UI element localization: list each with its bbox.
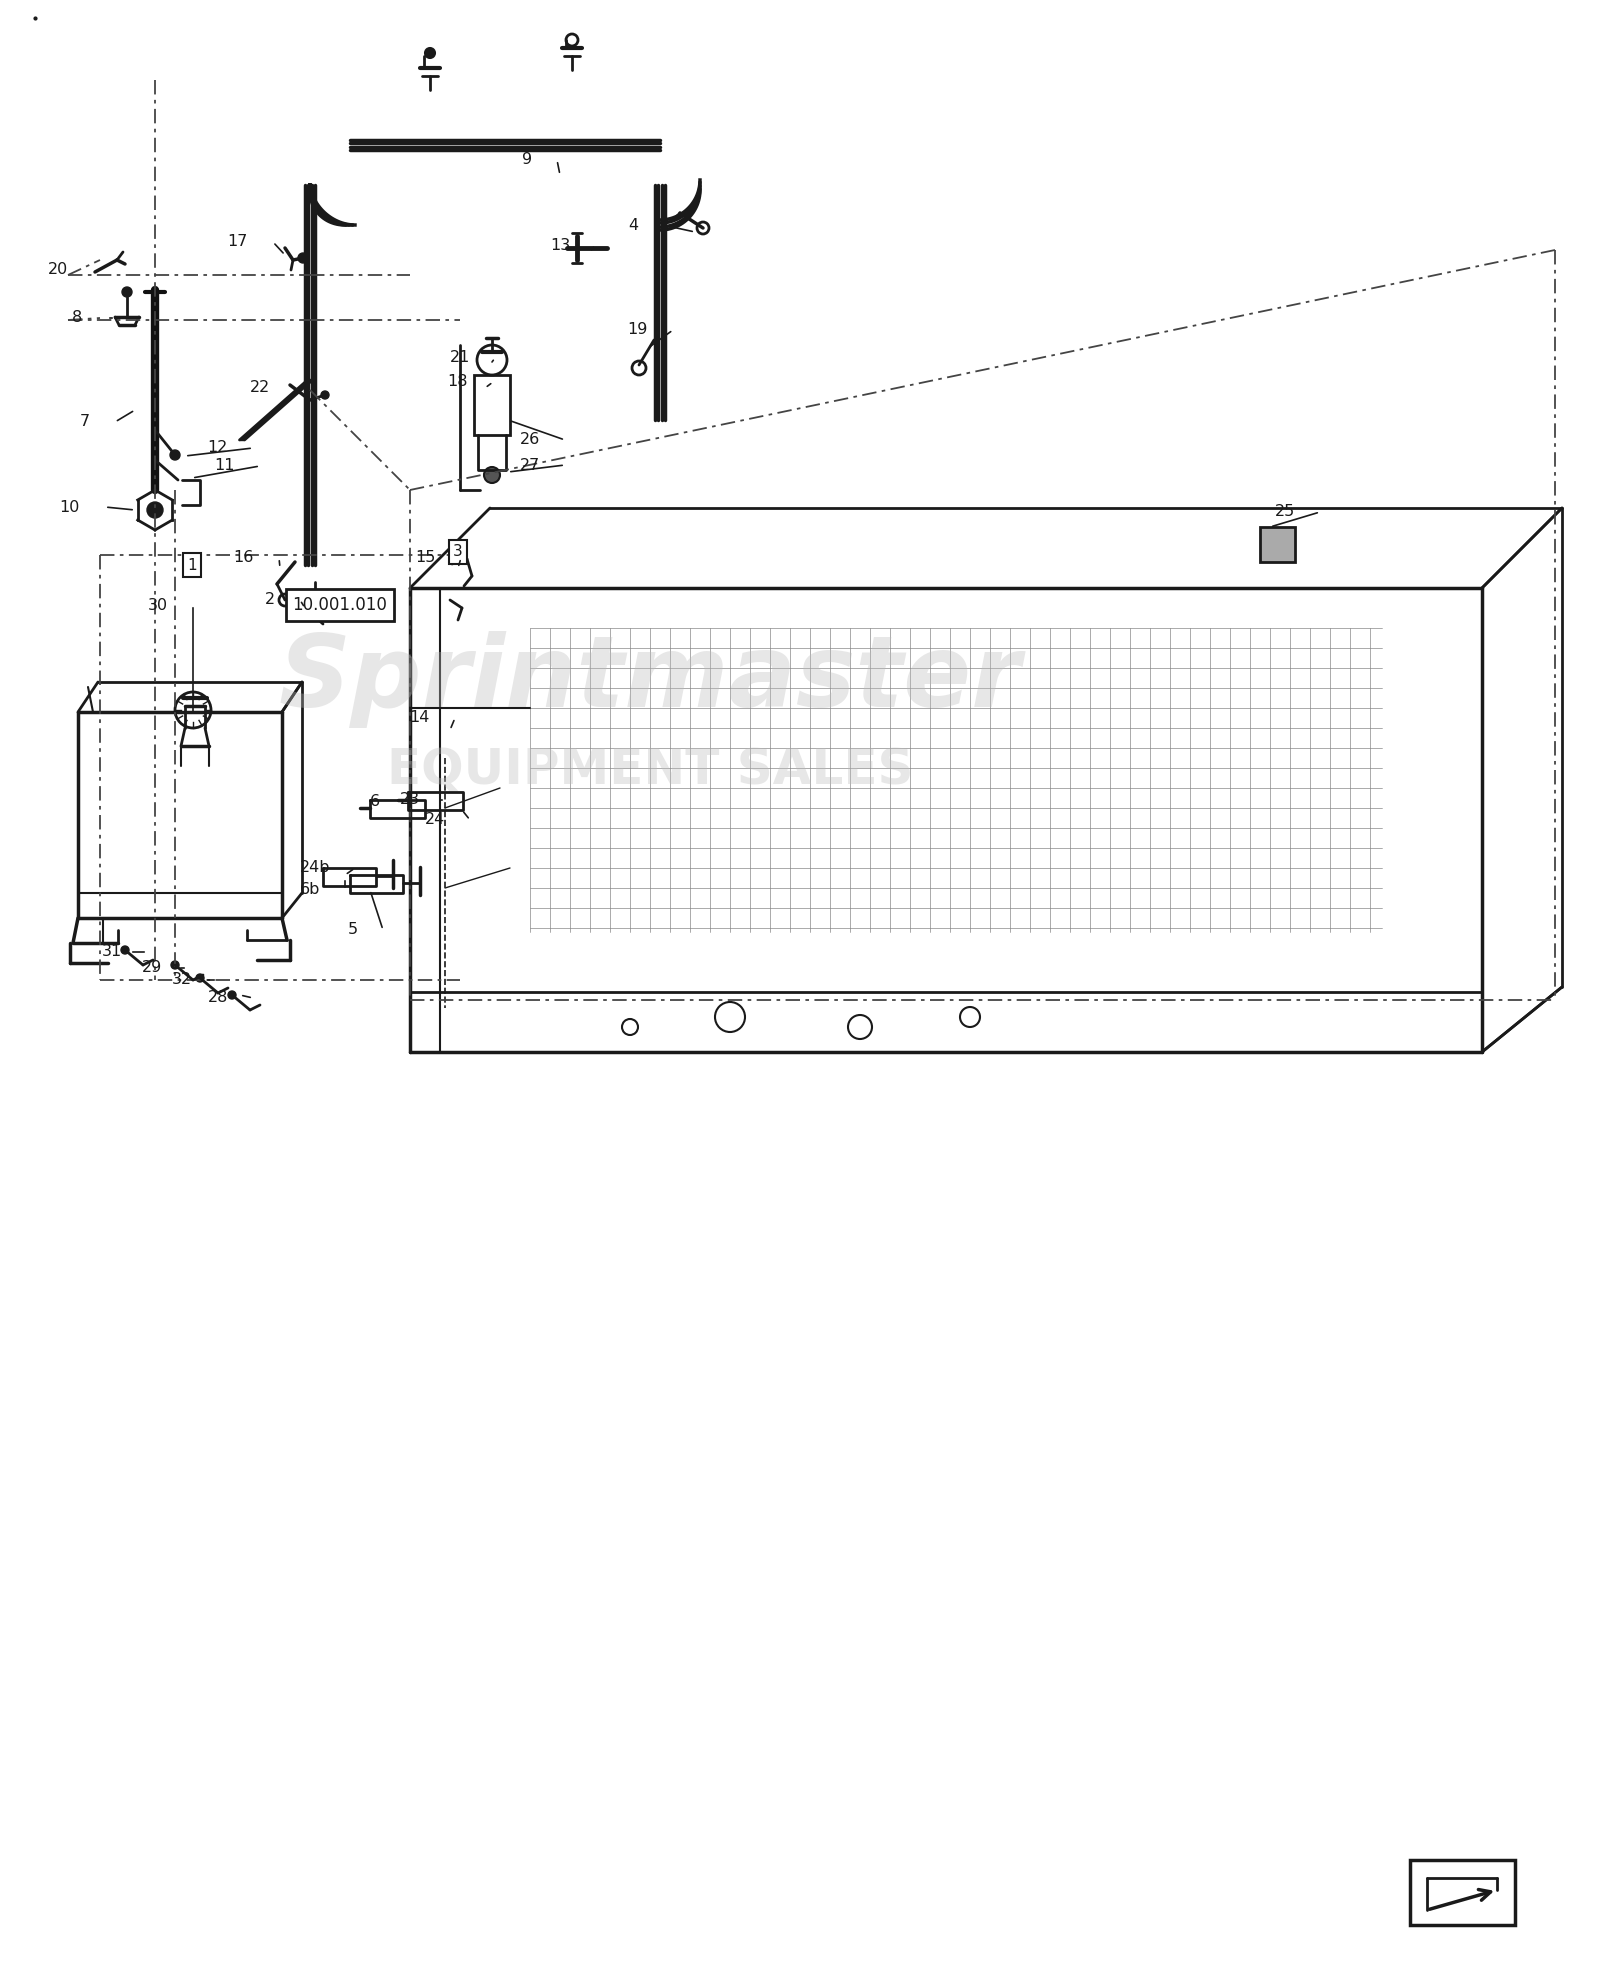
Circle shape [122, 287, 133, 297]
Text: 30: 30 [147, 598, 168, 612]
Bar [474, 374, 510, 435]
Circle shape [197, 974, 205, 982]
Text: 18: 18 [448, 374, 469, 390]
Text: 24b: 24b [299, 861, 330, 875]
Text: 5: 5 [347, 922, 358, 938]
Text: 26: 26 [520, 433, 541, 447]
Text: 27: 27 [520, 457, 541, 473]
Text: EQUIPMENT SALES: EQUIPMENT SALES [387, 746, 914, 794]
Text: 9: 9 [522, 152, 533, 168]
Text: 31: 31 [102, 944, 122, 960]
Text: 19: 19 [627, 323, 648, 338]
Circle shape [122, 946, 130, 954]
Text: 28: 28 [208, 991, 229, 1005]
Text: 4: 4 [627, 218, 638, 232]
Text: 3: 3 [453, 544, 462, 560]
Text: 22: 22 [250, 380, 270, 396]
Circle shape [298, 253, 309, 263]
Text: 23: 23 [400, 792, 421, 807]
Text: 16: 16 [234, 550, 254, 566]
Text: 21: 21 [450, 350, 470, 366]
Text: 24: 24 [424, 813, 445, 827]
Text: 8: 8 [72, 311, 82, 325]
Text: 17: 17 [227, 234, 248, 249]
Circle shape [485, 467, 501, 483]
Circle shape [229, 991, 237, 999]
Text: 2: 2 [266, 592, 275, 608]
Text: 12: 12 [208, 441, 229, 455]
Text: 25: 25 [1275, 505, 1294, 520]
Circle shape [426, 47, 435, 57]
Text: 15: 15 [416, 550, 435, 566]
Text: 1: 1 [187, 558, 197, 572]
Text: 10: 10 [59, 499, 80, 515]
Circle shape [171, 962, 179, 970]
Text: Sprintmaster: Sprintmaster [278, 631, 1021, 728]
Circle shape [170, 449, 181, 459]
Text: 7: 7 [80, 414, 90, 429]
Text: 29: 29 [142, 960, 162, 976]
Text: 6: 6 [370, 794, 381, 809]
Text: 6b: 6b [299, 883, 320, 898]
Circle shape [147, 503, 163, 518]
Text: 13: 13 [550, 237, 570, 253]
Text: 11: 11 [214, 459, 235, 473]
Bar [1410, 1860, 1515, 1926]
Text: 10.001.010: 10.001.010 [293, 596, 387, 613]
Bar [1261, 526, 1294, 562]
Text: 32: 32 [171, 972, 192, 988]
Circle shape [322, 392, 330, 400]
Text: 14: 14 [410, 710, 430, 726]
Text: 20: 20 [48, 263, 69, 277]
